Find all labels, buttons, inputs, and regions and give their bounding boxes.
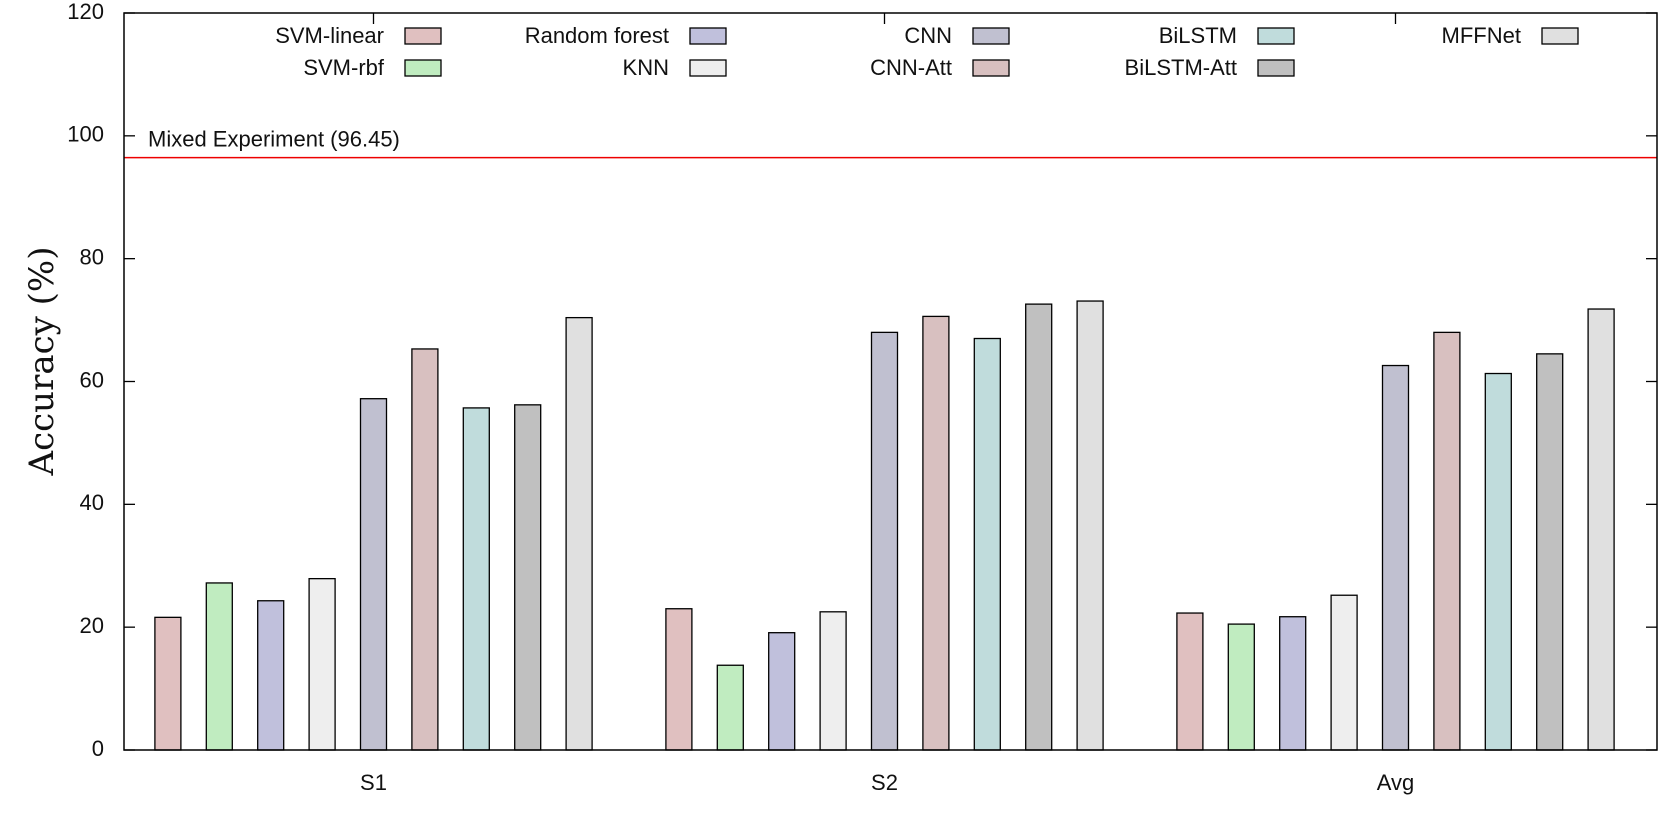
legend-swatch (1257, 27, 1295, 45)
legend-swatch (1541, 27, 1579, 45)
bar (205, 582, 233, 751)
legend-label: KNN (623, 55, 669, 80)
y-tick-label: 120 (67, 0, 104, 24)
bar (1536, 353, 1564, 751)
x-tick-label: S1 (360, 770, 387, 795)
bar (1025, 303, 1053, 751)
bar (716, 664, 744, 751)
bar (1433, 331, 1461, 751)
bar (819, 611, 847, 751)
plot-frame (123, 12, 1658, 751)
legend-label: MFFNet (1442, 23, 1521, 48)
bar (1484, 372, 1512, 751)
bar-groups (154, 300, 1615, 751)
y-axis-label: Accuracy (%) (22, 247, 62, 477)
y-tick-label: 80 (80, 244, 104, 269)
legend-swatch (404, 59, 442, 77)
legend-label: CNN (904, 23, 952, 48)
bar (1381, 364, 1410, 751)
y-tick-label: 0 (92, 736, 104, 761)
bar (1587, 308, 1615, 751)
bar (411, 348, 439, 751)
y-tick-label: 40 (80, 490, 104, 515)
legend: SVM-linear SVM-rbf Random forest KNN CNN CNN-… (275, 23, 1579, 80)
bar (154, 616, 182, 751)
legend-label: SVM-linear (275, 23, 384, 48)
bar (870, 331, 899, 751)
bar (1279, 616, 1307, 751)
bar (768, 632, 796, 751)
legend-swatch (689, 27, 727, 45)
bar (922, 315, 950, 751)
legend-swatch (972, 59, 1010, 77)
y-axis-ticks: 0 20 40 60 80 100 120 (67, 0, 1657, 761)
y-tick-label: 20 (80, 613, 104, 638)
bar (565, 316, 593, 751)
legend-label: Random forest (525, 23, 669, 48)
legend-label: BiLSTM-Att (1125, 55, 1237, 80)
legend-swatch (689, 59, 727, 77)
legend-swatch (404, 27, 442, 45)
legend-label: BiLSTM (1159, 23, 1237, 48)
legend-swatch (1257, 59, 1295, 77)
bar (1227, 623, 1255, 751)
bar (257, 600, 285, 751)
bar (462, 407, 490, 751)
bar (514, 404, 542, 751)
legend-swatch (972, 27, 1010, 45)
y-tick-label: 60 (80, 367, 104, 392)
reference-line-group: Mixed Experiment (96.45) (124, 127, 1657, 159)
reference-line-label: Mixed Experiment (96.45) (148, 127, 400, 152)
bar (359, 398, 388, 751)
bar (973, 337, 1001, 751)
legend-label: CNN-Att (870, 55, 952, 80)
bar (1076, 300, 1104, 751)
bar (665, 608, 693, 751)
bar (1176, 612, 1204, 751)
x-tick-label: Avg (1377, 770, 1415, 795)
x-tick-label: S2 (871, 770, 898, 795)
bar (308, 577, 336, 751)
legend-label: SVM-rbf (303, 55, 385, 80)
y-tick-label: 100 (67, 122, 104, 147)
bar (1330, 594, 1358, 751)
x-axis-ticks: S1 S2 Avg (360, 13, 1414, 795)
